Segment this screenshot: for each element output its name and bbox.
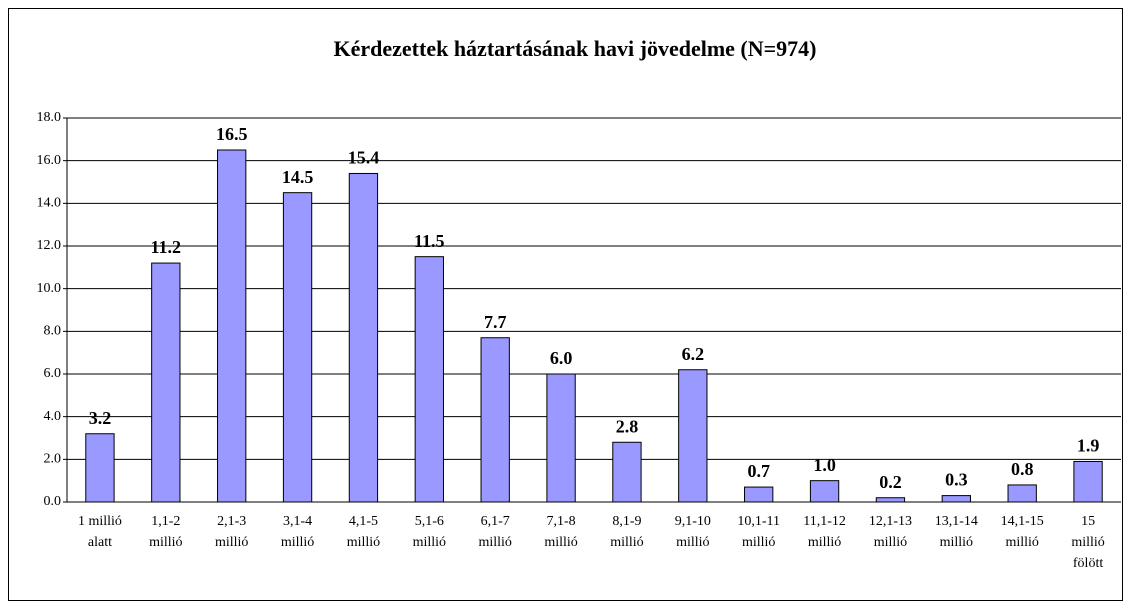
x-tick-label: fölött [1073, 556, 1103, 571]
y-tick-label: 18.0 [37, 110, 62, 125]
value-label: 1.9 [1077, 436, 1100, 456]
x-tick-label: 15 [1081, 514, 1095, 529]
bar [744, 486, 774, 503]
bar [1007, 484, 1037, 503]
value-label: 3.2 [89, 408, 112, 428]
x-tick-label: 6,1-7 [481, 514, 510, 529]
x-tick-label: 7,1-8 [546, 514, 575, 529]
x-tick-label: millió [940, 535, 973, 550]
x-tick-label: 14,1-15 [1001, 514, 1044, 529]
bar [348, 172, 379, 503]
x-tick-label: 10,1-11 [737, 514, 780, 529]
value-label: 16.5 [216, 124, 248, 144]
bar [414, 256, 444, 503]
x-tick-label: 3,1-4 [283, 514, 312, 529]
x-tick-label: alatt [88, 535, 112, 550]
y-tick-label: 2.0 [44, 452, 62, 467]
bar [612, 441, 642, 503]
bar [151, 262, 181, 503]
x-tick-label: 13,1-14 [935, 514, 978, 529]
value-label: 2.8 [616, 416, 639, 436]
x-tick-label: 1,1-2 [151, 514, 180, 529]
x-tick-label: millió [610, 535, 643, 550]
x-tick-label: 9,1-10 [675, 514, 711, 529]
bar [282, 192, 313, 503]
value-label: 6.2 [682, 344, 705, 364]
y-tick-label: 16.0 [37, 153, 62, 168]
bar [941, 495, 971, 503]
x-tick-label: millió [347, 535, 380, 550]
value-label: 7.7 [484, 312, 507, 332]
x-tick-label: millió [742, 535, 775, 550]
value-label: 0.3 [945, 470, 968, 490]
x-tick-label: millió [808, 535, 841, 550]
value-label: 0.8 [1011, 459, 1034, 479]
bar [678, 369, 708, 503]
x-tick-label: 1 millió [78, 514, 122, 529]
value-label: 11.2 [151, 237, 182, 257]
value-label: 6.0 [550, 348, 573, 368]
value-label: 14.5 [282, 167, 314, 187]
x-tick-label: millió [544, 535, 577, 550]
bar [85, 433, 115, 503]
x-tick-label: 4,1-5 [349, 514, 378, 529]
chart-title: Kérdezettek háztartásának havi jövedelme… [334, 36, 817, 61]
y-tick-label: 6.0 [44, 366, 62, 381]
x-tick-label: millió [215, 535, 248, 550]
x-tick-label: millió [676, 535, 709, 550]
y-tick-label: 14.0 [37, 196, 62, 211]
x-tick-label: 12,1-13 [869, 514, 912, 529]
y-tick-label: 10.0 [37, 281, 62, 296]
x-tick-label: millió [281, 535, 314, 550]
x-tick-label: millió [1005, 535, 1038, 550]
bar [809, 480, 840, 503]
x-tick-label: 8,1-9 [612, 514, 641, 529]
value-label: 0.7 [747, 461, 770, 481]
y-tick-label: 0.0 [44, 494, 62, 509]
x-tick-label: millió [1071, 535, 1104, 550]
value-label: 15.4 [348, 148, 380, 168]
bar [546, 373, 576, 503]
x-tick-label: millió [149, 535, 182, 550]
bar [480, 337, 510, 503]
value-label: 11.5 [414, 231, 445, 251]
bar [217, 149, 247, 503]
value-label: 0.2 [879, 472, 902, 492]
x-tick-label: 11,1-12 [803, 514, 846, 529]
x-tick-label: millió [874, 535, 907, 550]
x-tick-label: millió [478, 535, 511, 550]
x-tick-label: 5,1-6 [415, 514, 444, 529]
bar [875, 497, 906, 503]
y-tick-label: 4.0 [44, 409, 62, 424]
value-label: 1.0 [813, 455, 836, 475]
x-tick-label: millió [413, 535, 446, 550]
y-tick-label: 12.0 [37, 238, 62, 253]
bar [1073, 460, 1103, 503]
y-tick-label: 8.0 [44, 324, 62, 339]
x-tick-label: 2,1-3 [217, 514, 246, 529]
